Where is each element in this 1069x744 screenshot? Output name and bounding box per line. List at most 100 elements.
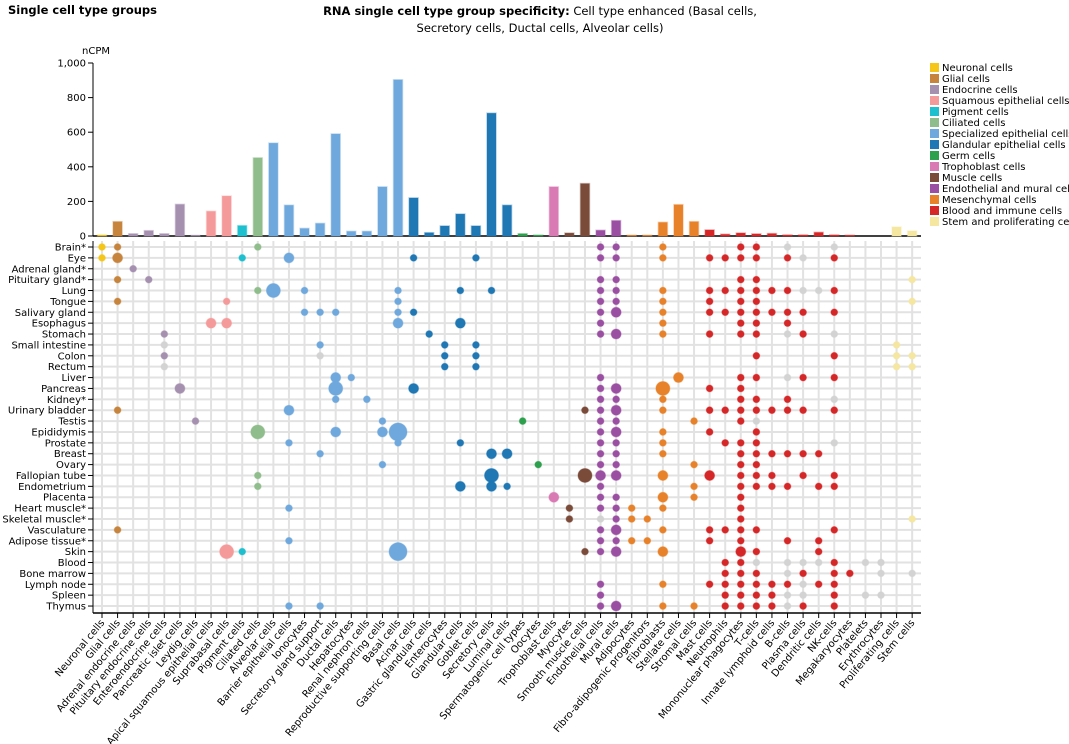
expression-dot xyxy=(486,480,497,492)
legend-swatch xyxy=(930,85,939,94)
bar-ciliated-cells xyxy=(252,157,264,237)
expression-dot xyxy=(577,467,593,483)
legend-item: Blood and immune cells xyxy=(930,206,1062,217)
expression-dot xyxy=(908,362,917,371)
bar-t-cells xyxy=(751,233,762,237)
expression-dot xyxy=(768,482,776,491)
expression-dot xyxy=(596,275,605,284)
expression-dot xyxy=(657,491,669,503)
expression-dot xyxy=(657,546,669,558)
expression-dot xyxy=(658,319,667,328)
bar-renal-nephron-cells xyxy=(361,230,373,237)
expression-dot xyxy=(565,504,574,513)
expression-dot xyxy=(548,491,560,503)
expression-dot xyxy=(799,569,807,578)
expression-dot xyxy=(830,406,839,415)
expression-dot xyxy=(388,422,408,442)
expression-dot xyxy=(752,460,761,469)
expression-dot xyxy=(596,515,605,523)
expression-dot xyxy=(783,580,792,589)
expression-dot xyxy=(736,384,745,393)
expression-dot xyxy=(736,438,745,447)
expression-dot xyxy=(394,438,402,447)
expression-dot xyxy=(752,558,761,567)
expression-dot xyxy=(799,286,807,295)
expression-dot xyxy=(388,542,408,562)
tissue-label: Skin xyxy=(65,547,86,558)
bar-hepatocytes xyxy=(346,230,357,237)
legend-label: Endothelial and mural cells xyxy=(942,184,1069,195)
tissue-label: Prostate xyxy=(45,438,86,449)
expression-dot xyxy=(612,417,621,425)
expression-dot xyxy=(861,558,870,567)
legend-item: Endothelial and mural cells xyxy=(930,184,1069,195)
tissue-label: Lymph node xyxy=(25,580,86,591)
expression-dot xyxy=(830,580,839,589)
expression-dot xyxy=(658,438,667,447)
expression-dot xyxy=(783,602,792,610)
expression-dot xyxy=(908,515,917,523)
bar-plasma-cells xyxy=(797,234,809,237)
expression-dot xyxy=(610,382,622,394)
expression-dot xyxy=(721,308,730,317)
bar-b-cells xyxy=(782,234,793,237)
chart-title: RNA single cell type group specificity: … xyxy=(300,3,780,37)
expression-dot xyxy=(736,580,745,589)
expression-dot xyxy=(892,362,901,371)
tissue-label: Ovary xyxy=(56,460,86,471)
expression-dot xyxy=(627,504,636,513)
expression-dot xyxy=(752,395,761,404)
expression-dot xyxy=(830,591,839,600)
expression-dot xyxy=(705,384,714,393)
tissue-label: Lung xyxy=(62,286,86,297)
legend-label: Blood and immune cells xyxy=(942,206,1062,217)
expression-dot xyxy=(752,525,761,534)
expression-dot xyxy=(877,591,885,600)
expression-dot xyxy=(783,536,792,545)
expression-dot xyxy=(736,330,745,338)
legend-item: Neuronal cells xyxy=(930,63,1013,74)
expression-dot xyxy=(596,460,605,469)
expression-dot xyxy=(596,580,605,589)
expression-dot xyxy=(253,286,262,295)
expression-dot xyxy=(752,275,761,284)
expression-dot xyxy=(690,460,698,469)
legend-item: Germ cells xyxy=(930,151,995,162)
expression-dot xyxy=(238,547,247,556)
expression-dot xyxy=(861,591,870,600)
expression-dot xyxy=(830,308,839,317)
expression-dot xyxy=(752,406,761,415)
expression-dot xyxy=(454,480,466,492)
expression-dot xyxy=(736,460,745,469)
expression-dot xyxy=(705,286,714,295)
expression-dot xyxy=(768,602,776,610)
expression-dot xyxy=(736,308,745,317)
expression-dot xyxy=(705,297,714,306)
y-tick-label: 400 xyxy=(67,162,86,173)
expression-dot xyxy=(736,558,745,567)
expression-dot xyxy=(736,243,745,251)
expression-dot xyxy=(283,404,295,416)
expression-dot xyxy=(783,308,792,317)
expression-dot xyxy=(658,253,667,262)
expression-dot xyxy=(565,515,574,523)
expression-dot xyxy=(908,297,917,306)
expression-dot xyxy=(721,591,730,600)
expression-dot xyxy=(376,426,388,438)
expression-dot xyxy=(643,536,652,545)
expression-dot xyxy=(736,591,745,600)
expression-dot xyxy=(658,330,667,338)
expression-dot xyxy=(331,308,340,317)
expression-dot xyxy=(596,591,605,600)
expression-dot xyxy=(690,602,698,610)
expression-dot xyxy=(752,351,761,360)
tissue-label: Placenta xyxy=(43,493,86,504)
legend-label: Endocrine cells xyxy=(942,85,1018,96)
expression-dot xyxy=(160,362,169,371)
bar-proliferating-cells xyxy=(891,226,902,237)
expression-dot xyxy=(456,438,465,447)
expression-dot xyxy=(612,395,621,404)
tissue-label: Skeletal muscle* xyxy=(2,515,86,526)
bar-mural-cells xyxy=(610,219,622,237)
